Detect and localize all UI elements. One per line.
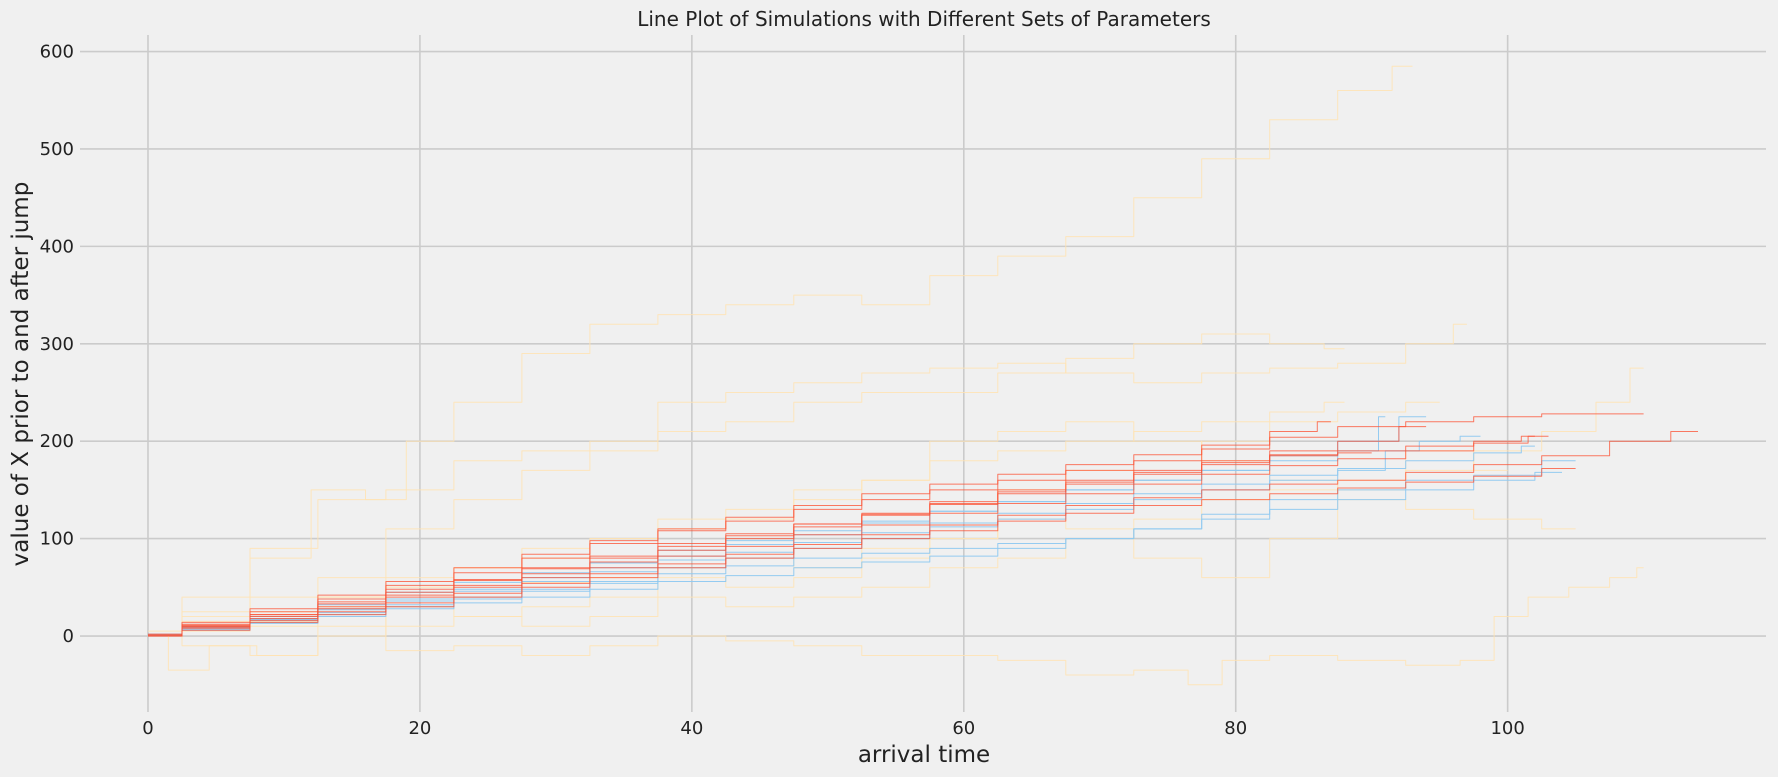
y-tick-label: 600 xyxy=(40,42,74,63)
y-axis-title: value of X prior to and after jump xyxy=(8,182,34,567)
x-tick-label: 20 xyxy=(408,718,431,739)
x-axis-title: arrival time xyxy=(858,742,990,768)
x-tick-label: 100 xyxy=(1490,718,1524,739)
y-tick-label: 400 xyxy=(40,236,74,257)
x-tick-label: 0 xyxy=(142,718,153,739)
y-tick-label: 0 xyxy=(63,626,74,647)
grid xyxy=(80,35,1766,712)
x-tick-label: 80 xyxy=(1224,718,1247,739)
y-tick-label: 200 xyxy=(40,431,74,452)
simulation-line-2-7 xyxy=(148,468,1576,637)
y-tick-label: 300 xyxy=(40,334,74,355)
simulation-line-0-0 xyxy=(148,65,1413,637)
tick-labels: 0 100 200 300 400 500 600 0 20 40 60 80 100 xyxy=(40,42,1525,739)
y-tick-label: 500 xyxy=(40,139,74,160)
simulation-line-2-6 xyxy=(148,426,1427,636)
simulation-line-0-1 xyxy=(148,333,1345,632)
simulation-line-2-5 xyxy=(148,452,1372,637)
simulation-line-0-4 xyxy=(148,567,1644,686)
series-layer xyxy=(148,65,1698,686)
simulation-line-0-7 xyxy=(148,450,1508,656)
simulation-line-2-3 xyxy=(148,431,1698,637)
y-tick-label: 100 xyxy=(40,529,74,550)
x-tick-label: 40 xyxy=(680,718,703,739)
x-tick-label: 60 xyxy=(952,718,975,739)
simulation-line-0-3 xyxy=(148,367,1644,671)
chart-title: Line Plot of Simulations with Different … xyxy=(637,7,1211,31)
simulation-line-2-4 xyxy=(148,421,1331,635)
